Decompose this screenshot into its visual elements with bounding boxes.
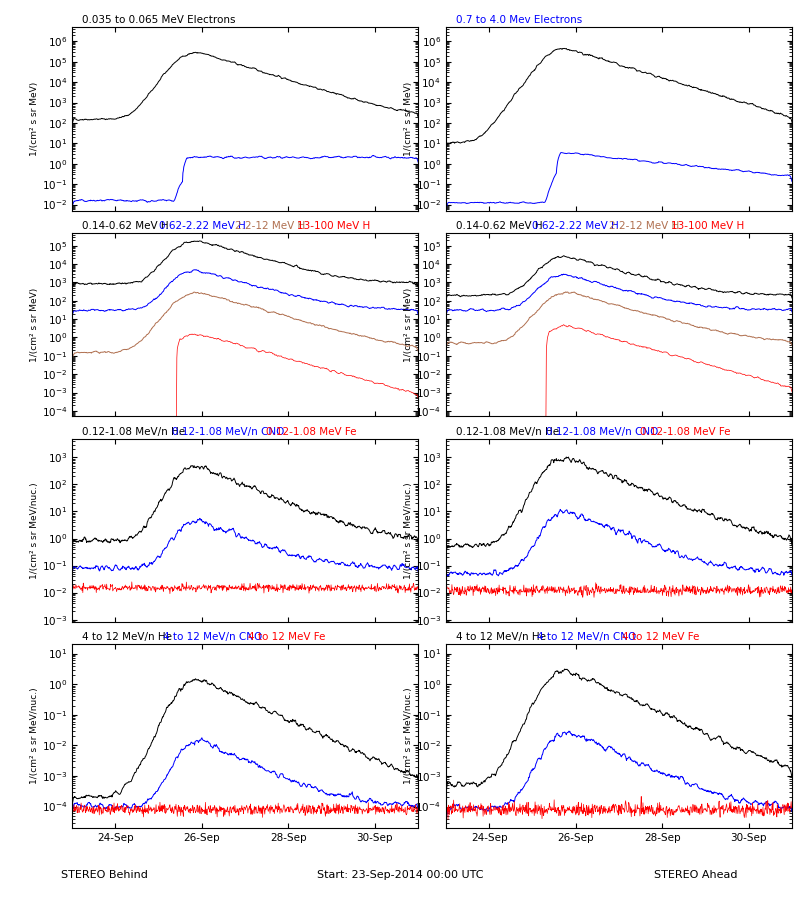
Text: Start: 23-Sep-2014 00:00 UTC: Start: 23-Sep-2014 00:00 UTC — [317, 869, 483, 879]
Text: 0.12-1.08 MeV/n CNO: 0.12-1.08 MeV/n CNO — [546, 427, 658, 436]
Text: 2.2-12 MeV H: 2.2-12 MeV H — [234, 220, 305, 231]
Text: 4 to 12 MeV/n He: 4 to 12 MeV/n He — [82, 633, 172, 643]
Y-axis label: 1/(cm² s sr MeV): 1/(cm² s sr MeV) — [30, 287, 38, 362]
Text: 0.14-0.62 MeV H: 0.14-0.62 MeV H — [82, 220, 169, 231]
Text: 0.14-0.62 MeV H: 0.14-0.62 MeV H — [456, 220, 543, 231]
Y-axis label: 1/(cm² s sr MeV/nuc.): 1/(cm² s sr MeV/nuc.) — [404, 688, 413, 785]
Text: 0.12-1.08 MeV/n He: 0.12-1.08 MeV/n He — [82, 427, 186, 436]
Text: 0.12-1.08 MeV Fe: 0.12-1.08 MeV Fe — [640, 427, 730, 436]
Text: 4 to 12 MeV Fe: 4 to 12 MeV Fe — [248, 633, 326, 643]
Text: 4 to 12 MeV/n CNO: 4 to 12 MeV/n CNO — [163, 633, 262, 643]
Text: 0.035 to 0.065 MeV Electrons: 0.035 to 0.065 MeV Electrons — [82, 15, 236, 25]
Text: 0.62-2.22 MeV H: 0.62-2.22 MeV H — [158, 220, 246, 231]
Text: 0.62-2.22 MeV H: 0.62-2.22 MeV H — [532, 220, 619, 231]
Text: 0.7 to 4.0 Mev Electrons: 0.7 to 4.0 Mev Electrons — [456, 15, 582, 25]
Y-axis label: 1/(cm² s sr MeV/nuc.): 1/(cm² s sr MeV/nuc.) — [30, 688, 38, 785]
Text: 13-100 MeV H: 13-100 MeV H — [298, 220, 370, 231]
Text: STEREO Behind: STEREO Behind — [61, 869, 147, 879]
Text: 0.12-1.08 MeV/n CNO: 0.12-1.08 MeV/n CNO — [172, 427, 285, 436]
Text: 4 to 12 MeV/n He: 4 to 12 MeV/n He — [456, 633, 546, 643]
Y-axis label: 1/(cm² s sr MeV/nuc.): 1/(cm² s sr MeV/nuc.) — [30, 482, 39, 579]
Text: 13-100 MeV H: 13-100 MeV H — [671, 220, 745, 231]
Text: 4 to 12 MeV Fe: 4 to 12 MeV Fe — [622, 633, 699, 643]
Y-axis label: 1/(cm² s sr MeV): 1/(cm² s sr MeV) — [404, 287, 413, 362]
Text: 0.12-1.08 MeV Fe: 0.12-1.08 MeV Fe — [266, 427, 357, 436]
Text: STEREO Ahead: STEREO Ahead — [654, 869, 738, 879]
Y-axis label: 1/(cm² s sr MeV): 1/(cm² s sr MeV) — [404, 82, 413, 156]
Y-axis label: 1/(cm² s sr MeV): 1/(cm² s sr MeV) — [30, 82, 39, 156]
Text: 0.12-1.08 MeV/n He: 0.12-1.08 MeV/n He — [456, 427, 559, 436]
Y-axis label: 1/(cm² s sr MeV/nuc.): 1/(cm² s sr MeV/nuc.) — [404, 482, 413, 579]
Text: 2.2-12 MeV H: 2.2-12 MeV H — [609, 220, 678, 231]
Text: 4 to 12 MeV/n CNO: 4 to 12 MeV/n CNO — [537, 633, 636, 643]
